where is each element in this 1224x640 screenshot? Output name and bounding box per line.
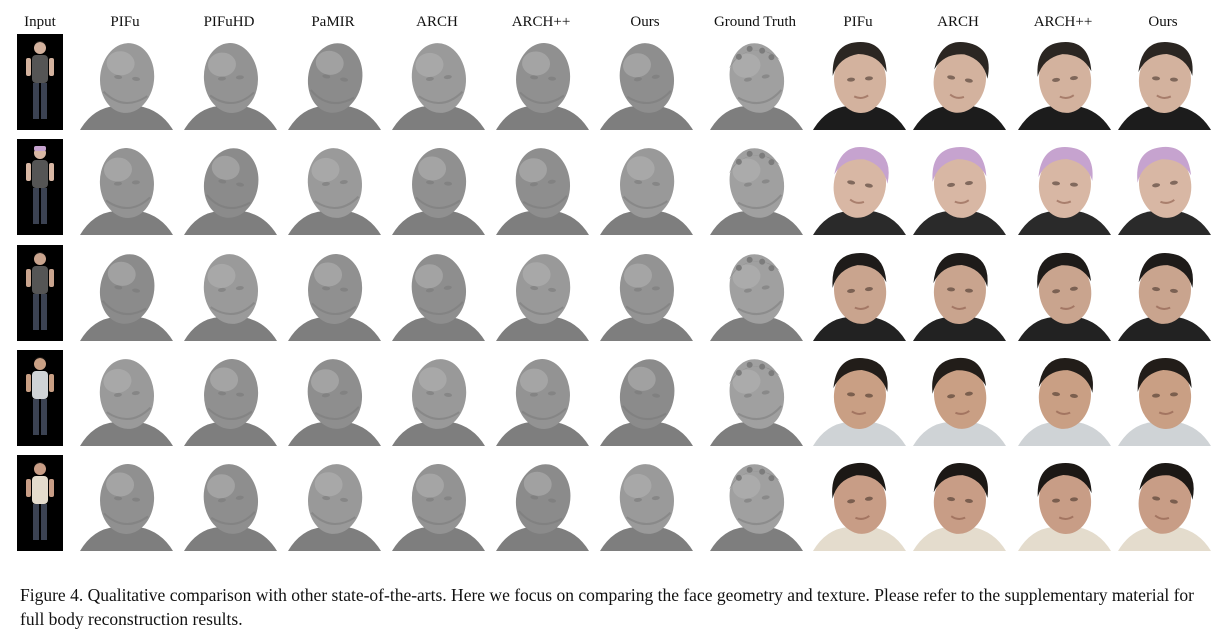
geometry-render-row-1-col-7 bbox=[705, 34, 805, 130]
texture-render-row-5-col-10 bbox=[1013, 455, 1113, 551]
texture-render-row-1-col-9 bbox=[908, 34, 1008, 130]
input-image-row-5 bbox=[17, 455, 63, 551]
geometry-render-row-2-col-4 bbox=[387, 139, 487, 235]
column-header-5: ARCH++ bbox=[511, 14, 571, 30]
geometry-render-row-1-col-1 bbox=[75, 34, 175, 130]
texture-render-row-3-col-11 bbox=[1113, 245, 1213, 341]
column-header-3: PaMIR bbox=[311, 14, 355, 30]
geometry-render-row-4-col-7 bbox=[705, 350, 805, 446]
comparison-figure: Input PIFu PIFuHD PaMIR ARCH ARCH++ Ours Ground… bbox=[17, 14, 1213, 551]
geometry-render-row-4-col-3 bbox=[283, 350, 383, 446]
column-header-2: PIFuHD bbox=[203, 14, 255, 30]
geometry-render-row-3-col-7 bbox=[705, 245, 805, 341]
input-image-row-4 bbox=[17, 350, 63, 446]
geometry-render-row-2-col-1 bbox=[75, 139, 175, 235]
input-image-row-2 bbox=[17, 139, 63, 235]
geometry-render-row-3-col-3 bbox=[283, 245, 383, 341]
geometry-render-row-5-col-3 bbox=[283, 455, 383, 551]
geometry-render-row-2-col-2 bbox=[179, 139, 279, 235]
geometry-render-row-5-col-7 bbox=[705, 455, 805, 551]
column-header-9: ARCH bbox=[937, 14, 979, 30]
texture-render-row-3-col-9 bbox=[908, 245, 1008, 341]
geometry-render-row-3-col-5 bbox=[491, 245, 591, 341]
geometry-render-row-3-col-6 bbox=[595, 245, 695, 341]
column-header-1: PIFu bbox=[110, 14, 140, 30]
geometry-render-row-3-col-4 bbox=[387, 245, 487, 341]
geometry-render-row-3-col-2 bbox=[179, 245, 279, 341]
column-header-4: ARCH bbox=[416, 14, 458, 30]
texture-render-row-1-col-10 bbox=[1013, 34, 1113, 130]
column-header-0: Input bbox=[24, 14, 56, 30]
geometry-render-row-1-col-2 bbox=[179, 34, 279, 130]
texture-render-row-1-col-11 bbox=[1113, 34, 1213, 130]
texture-render-row-4-col-9 bbox=[908, 350, 1008, 446]
geometry-render-row-3-col-1 bbox=[75, 245, 175, 341]
texture-render-row-2-col-11 bbox=[1113, 139, 1213, 235]
geometry-render-row-2-col-3 bbox=[283, 139, 383, 235]
geometry-render-row-2-col-5 bbox=[491, 139, 591, 235]
geometry-render-row-5-col-2 bbox=[179, 455, 279, 551]
geometry-render-row-5-col-4 bbox=[387, 455, 487, 551]
geometry-render-row-4-col-6 bbox=[595, 350, 695, 446]
input-image-row-1 bbox=[17, 34, 63, 130]
figure-caption: Figure 4. Qualitative comparison with ot… bbox=[20, 584, 1195, 629]
geometry-render-row-1-col-3 bbox=[283, 34, 383, 130]
column-header-11: Ours bbox=[1148, 14, 1178, 30]
texture-render-row-1-col-8 bbox=[808, 34, 908, 130]
column-header-6: Ours bbox=[630, 14, 660, 30]
column-header-8: PIFu bbox=[843, 14, 873, 30]
geometry-render-row-4-col-1 bbox=[75, 350, 175, 446]
geometry-render-row-2-col-7 bbox=[705, 139, 805, 235]
texture-render-row-2-col-10 bbox=[1013, 139, 1113, 235]
column-header-10: ARCH++ bbox=[1033, 14, 1093, 30]
texture-render-row-5-col-9 bbox=[908, 455, 1008, 551]
texture-render-row-4-col-11 bbox=[1113, 350, 1213, 446]
geometry-render-row-1-col-5 bbox=[491, 34, 591, 130]
geometry-render-row-2-col-6 bbox=[595, 139, 695, 235]
geometry-render-row-4-col-5 bbox=[491, 350, 591, 446]
geometry-render-row-4-col-2 bbox=[179, 350, 279, 446]
texture-render-row-3-col-10 bbox=[1013, 245, 1113, 341]
geometry-render-row-5-col-6 bbox=[595, 455, 695, 551]
texture-render-row-5-col-8 bbox=[808, 455, 908, 551]
texture-render-row-4-col-8 bbox=[808, 350, 908, 446]
geometry-render-row-5-col-5 bbox=[491, 455, 591, 551]
geometry-render-row-4-col-4 bbox=[387, 350, 487, 446]
input-image-row-3 bbox=[17, 245, 63, 341]
texture-render-row-2-col-8 bbox=[808, 139, 908, 235]
geometry-render-row-1-col-4 bbox=[387, 34, 487, 130]
texture-render-row-3-col-8 bbox=[808, 245, 908, 341]
texture-render-row-2-col-9 bbox=[908, 139, 1008, 235]
column-header-7: Ground Truth bbox=[713, 14, 797, 30]
texture-render-row-5-col-11 bbox=[1113, 455, 1213, 551]
geometry-render-row-5-col-1 bbox=[75, 455, 175, 551]
geometry-render-row-1-col-6 bbox=[595, 34, 695, 130]
texture-render-row-4-col-10 bbox=[1013, 350, 1113, 446]
